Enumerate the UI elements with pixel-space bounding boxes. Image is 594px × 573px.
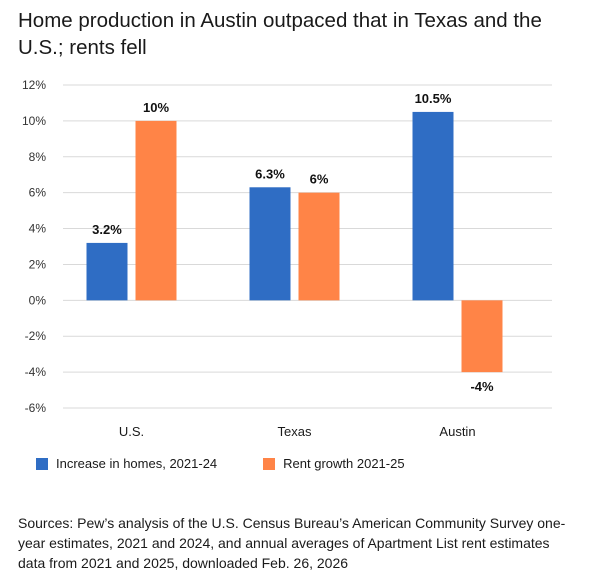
data-label: 6.3% (255, 166, 285, 181)
y-tick-label: 0% (29, 293, 47, 307)
y-tick-label: 10% (22, 114, 46, 128)
bars (86, 111, 503, 373)
chart-title: Home production in Austin outpaced that … (18, 9, 542, 59)
x-category-label: Texas (278, 424, 312, 439)
legend-label-rent: Rent growth 2021-25 (283, 456, 405, 471)
bar (135, 120, 177, 301)
y-tick-label: 4% (29, 222, 47, 236)
data-label: 10.5% (415, 91, 452, 106)
legend-label-homes: Increase in homes, 2021-24 (56, 456, 218, 471)
bar-chart: 12%10%8%6%4%2%0%-2%-4%-6% 3.2%10%6.3% 6%1… (22, 78, 552, 439)
data-label: 10% (143, 100, 169, 115)
y-tick-label: 6% (29, 186, 47, 200)
data-label: -4% (470, 379, 494, 394)
data-labels: 3.2% 10% 6.3% 6% 10.5% -4% (92, 91, 494, 394)
data-label: 6% (310, 172, 329, 187)
legend-swatch-homes (36, 457, 48, 470)
bar (412, 111, 454, 301)
y-tick-label: 12% (22, 78, 46, 92)
x-category-label: U.S. (119, 424, 144, 439)
y-tick-label: -4% (25, 365, 47, 379)
bar (461, 300, 503, 373)
legend-item-rent: Rent growth 2021-25 (263, 456, 405, 471)
y-tick-label: -2% (25, 329, 47, 343)
legend-swatch-rent (263, 457, 276, 470)
y-tick-label: 2% (29, 257, 47, 271)
y-axis-ticks: 12% 10% 8% 6% 4% 2% 0% -2% -4% -6% (22, 78, 46, 415)
bar (298, 192, 340, 301)
legend: Increase in homes, 2021-24 Rent growth 2… (36, 456, 451, 471)
x-axis-categories: U.S. Texas Austin (119, 424, 476, 439)
source-note: Sources: Pew’s analysis of the U.S. Cens… (18, 515, 566, 571)
data-label: 3.2% (92, 222, 122, 237)
x-category-label: Austin (439, 424, 475, 439)
y-tick-label: -6% (25, 401, 47, 415)
bar (249, 187, 291, 301)
y-tick-label: 8% (29, 150, 47, 164)
legend-item-homes: Increase in homes, 2021-24 (36, 456, 217, 471)
bar (86, 242, 128, 301)
